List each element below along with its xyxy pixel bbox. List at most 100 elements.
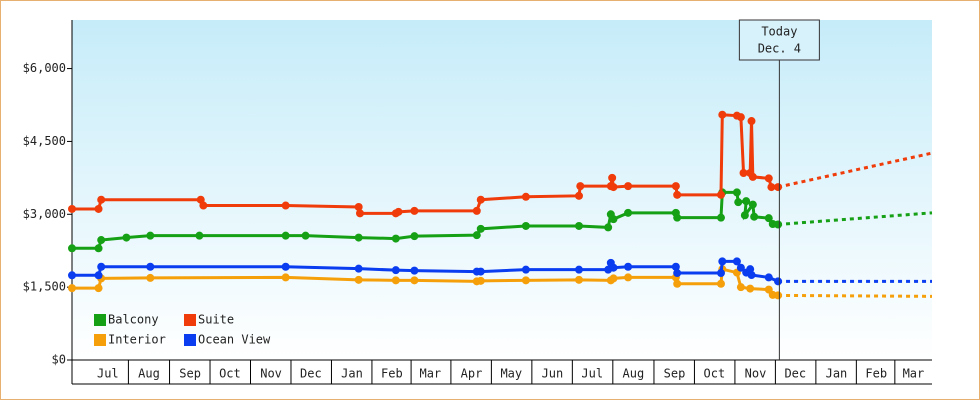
x-tick-label: Oct bbox=[704, 367, 726, 381]
point bbox=[764, 174, 773, 183]
point bbox=[740, 211, 749, 220]
x-tick-label: Dec bbox=[300, 367, 322, 381]
point bbox=[521, 265, 530, 274]
point bbox=[521, 221, 530, 230]
point bbox=[355, 209, 364, 218]
point bbox=[748, 172, 757, 181]
point bbox=[609, 263, 618, 272]
point bbox=[774, 183, 783, 192]
point bbox=[673, 279, 682, 288]
point bbox=[673, 269, 682, 278]
point bbox=[716, 279, 725, 288]
point bbox=[574, 221, 583, 230]
point bbox=[354, 203, 363, 211]
point bbox=[472, 231, 481, 240]
point bbox=[609, 183, 618, 192]
point bbox=[97, 195, 106, 204]
point bbox=[94, 204, 103, 213]
point bbox=[394, 207, 403, 216]
point bbox=[281, 201, 290, 210]
point bbox=[609, 274, 618, 283]
point bbox=[604, 223, 613, 232]
x-tick-label: Dec bbox=[784, 367, 806, 381]
point bbox=[472, 206, 481, 215]
y-tick-label: $3,000 bbox=[23, 207, 66, 221]
x-tick-label: Sep bbox=[179, 367, 201, 381]
x-tick-label: Apr bbox=[461, 367, 483, 381]
point bbox=[574, 191, 583, 200]
point bbox=[410, 266, 419, 275]
legend-label: Suite bbox=[198, 313, 234, 327]
legend-swatch bbox=[184, 334, 196, 346]
point bbox=[732, 188, 741, 197]
x-tick-label: Aug bbox=[138, 367, 160, 381]
point bbox=[94, 271, 103, 280]
forecast-line bbox=[778, 293, 933, 298]
point bbox=[576, 182, 585, 191]
point bbox=[476, 195, 485, 204]
legend-label: Interior bbox=[108, 333, 166, 347]
point bbox=[410, 206, 419, 215]
point bbox=[609, 215, 618, 224]
point bbox=[736, 283, 745, 292]
point bbox=[750, 212, 759, 221]
y-tick-label: $0 bbox=[52, 353, 66, 367]
point bbox=[476, 267, 485, 276]
legend-swatch bbox=[184, 314, 196, 326]
point bbox=[97, 236, 106, 245]
point bbox=[122, 233, 131, 242]
point bbox=[354, 233, 363, 242]
x-tick-label: Feb bbox=[865, 367, 887, 381]
point bbox=[673, 190, 682, 199]
point bbox=[764, 273, 773, 282]
point bbox=[68, 244, 76, 253]
point bbox=[732, 257, 741, 266]
point bbox=[476, 224, 485, 233]
today-box bbox=[738, 19, 820, 61]
point bbox=[673, 213, 682, 222]
point bbox=[764, 214, 773, 223]
point bbox=[608, 173, 617, 182]
legend-swatch bbox=[94, 314, 106, 326]
point bbox=[146, 262, 155, 271]
point bbox=[716, 269, 725, 278]
x-tick-label: Mar bbox=[419, 367, 441, 381]
point bbox=[94, 284, 103, 293]
point bbox=[301, 231, 310, 240]
x-tick-label: Aug bbox=[623, 367, 645, 381]
today-label: Today bbox=[761, 25, 797, 39]
point bbox=[476, 276, 485, 285]
x-tick-label: Jun bbox=[542, 367, 564, 381]
y-tick-label: $6,000 bbox=[23, 61, 66, 75]
point bbox=[391, 276, 400, 285]
point bbox=[195, 231, 204, 240]
point bbox=[734, 198, 743, 207]
point bbox=[671, 262, 680, 271]
legend-swatch bbox=[94, 334, 106, 346]
point bbox=[574, 265, 583, 274]
point bbox=[767, 183, 776, 192]
point bbox=[281, 273, 290, 282]
today-label: Dec. 4 bbox=[758, 42, 801, 56]
point bbox=[746, 284, 755, 293]
point bbox=[718, 257, 727, 266]
point bbox=[354, 275, 363, 284]
point bbox=[521, 192, 530, 201]
point bbox=[146, 273, 155, 282]
point bbox=[774, 220, 783, 229]
x-tick-label: Jul bbox=[581, 367, 603, 381]
forecast-line bbox=[777, 211, 933, 226]
point bbox=[739, 169, 748, 177]
point bbox=[281, 231, 290, 240]
point bbox=[624, 182, 633, 191]
point bbox=[748, 200, 757, 209]
point bbox=[747, 117, 756, 126]
point bbox=[521, 276, 530, 285]
point bbox=[736, 113, 745, 122]
point bbox=[774, 277, 783, 286]
point bbox=[718, 110, 727, 119]
point bbox=[716, 190, 725, 199]
point bbox=[671, 182, 680, 191]
point bbox=[354, 264, 363, 273]
